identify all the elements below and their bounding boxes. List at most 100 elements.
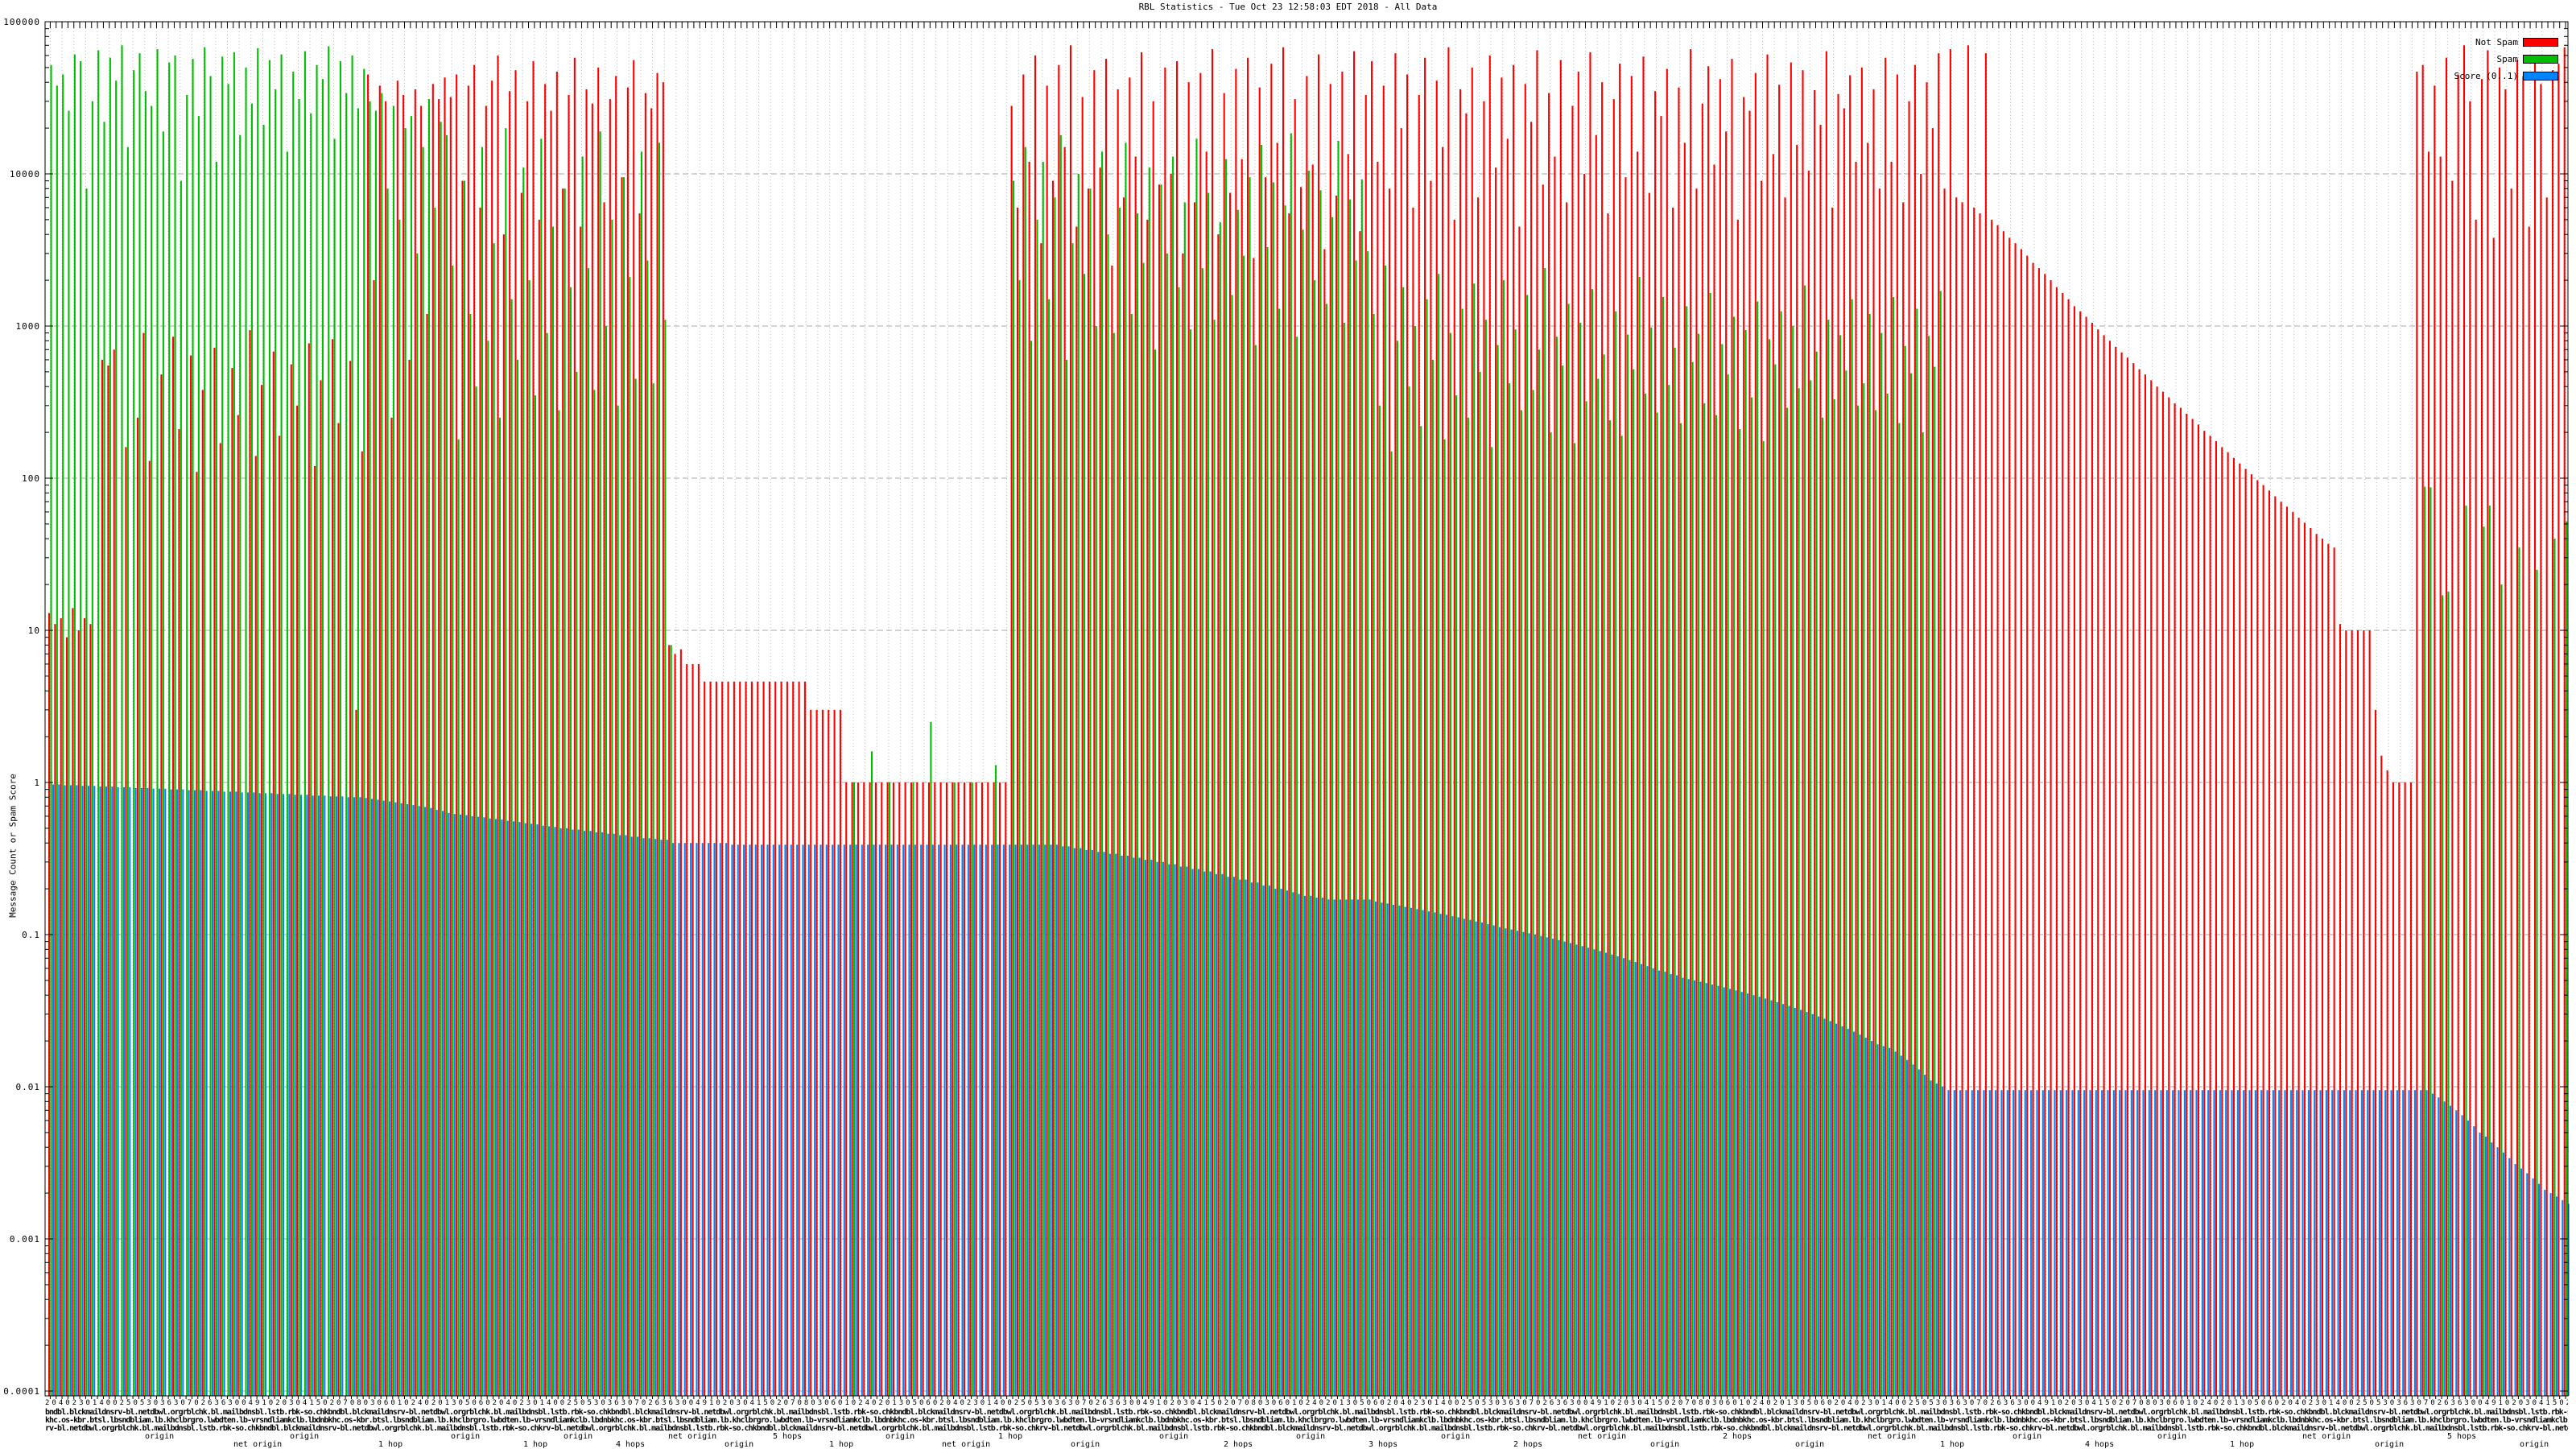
score-bar <box>1510 929 1513 1396</box>
not-spam-bar <box>72 608 74 1396</box>
bar-group <box>2457 74 2463 1396</box>
bar-group <box>2037 268 2044 1397</box>
legend-color-swatch <box>2523 55 2558 64</box>
x-label-fragment: 3 hops <box>1368 1440 1398 1449</box>
bar-group <box>254 47 261 1396</box>
score-bar <box>1475 921 1477 1396</box>
not-spam-bar <box>1766 54 1769 1397</box>
x-label-fragment: origin <box>290 1432 320 1441</box>
spam-bar <box>1201 268 1203 1397</box>
spam-bar <box>1438 274 1440 1396</box>
not-spam-bar <box>1761 180 1763 1397</box>
score-bar <box>1723 987 1725 1396</box>
score-bar <box>690 843 692 1396</box>
not-spam-bar <box>810 709 812 1396</box>
spam-bar <box>1644 393 1646 1396</box>
bar-group <box>1329 84 1335 1397</box>
score-bar <box>577 829 580 1396</box>
score-bar <box>666 840 668 1396</box>
bar-group <box>550 110 556 1397</box>
bar-group <box>828 709 834 1396</box>
score-bar <box>1581 946 1583 1396</box>
not-spam-bar <box>668 645 671 1396</box>
score-bar <box>2006 1090 2008 1396</box>
bar-group <box>2345 630 2351 1396</box>
bar-group <box>2363 630 2369 1396</box>
not-spam-bar <box>196 472 198 1397</box>
bar-group <box>1471 67 1477 1396</box>
bar-group <box>1253 258 1259 1397</box>
bar-group <box>1158 184 1164 1396</box>
not-spam-bar <box>963 782 966 1396</box>
spam-bar <box>1449 332 1451 1397</box>
score-bar <box>1534 935 1537 1396</box>
not-spam-bar <box>2144 374 2146 1397</box>
not-spam-bar <box>1235 68 1237 1397</box>
score-bar <box>837 844 840 1396</box>
spam-bar <box>1042 162 1044 1396</box>
bar-group <box>420 105 427 1397</box>
not-spam-bar <box>757 681 759 1396</box>
not-spam-bar <box>721 681 724 1396</box>
score-bar <box>2449 1105 2451 1396</box>
bar-group <box>479 147 485 1397</box>
not-spam-bar <box>1996 225 1999 1397</box>
bar-group <box>1955 197 1962 1396</box>
not-spam-bar <box>1530 122 1533 1396</box>
y-tick-label: 1 <box>34 778 40 788</box>
bar-group <box>1778 85 1785 1397</box>
not-spam-bar <box>1069 45 1072 1396</box>
score-bar <box>825 844 828 1396</box>
not-spam-bar <box>597 67 600 1396</box>
bar-group <box>1010 105 1017 1397</box>
spam-bar <box>1101 151 1104 1396</box>
not-spam-bar <box>1447 47 1450 1397</box>
score-bar <box>1634 962 1637 1396</box>
not-spam-bar <box>461 180 464 1397</box>
spam-bar <box>404 128 407 1397</box>
score-bar <box>111 786 114 1396</box>
bar-group <box>727 681 733 1396</box>
legend-item-label: Not Spam <box>2475 37 2518 47</box>
score-bar <box>2000 1090 2003 1396</box>
not-spam-bar <box>1719 79 1721 1397</box>
score-bar <box>193 790 196 1396</box>
score-bar <box>625 835 627 1396</box>
score-bar <box>749 844 751 1396</box>
bar-group <box>1058 64 1064 1397</box>
bar-group <box>650 108 657 1397</box>
bar-group <box>1046 85 1052 1397</box>
not-spam-bar <box>2037 268 2040 1397</box>
bar-group <box>328 46 332 1396</box>
score-bar <box>2054 1090 2056 1396</box>
not-spam-bar <box>2280 502 2282 1396</box>
score-bar <box>843 844 845 1396</box>
bar-group <box>633 60 639 1397</box>
bar-group <box>2250 474 2256 1397</box>
score-bar <box>2491 1142 2493 1396</box>
score-bar <box>861 844 863 1396</box>
score-bar <box>637 836 639 1396</box>
spam-bar <box>121 45 123 1396</box>
not-spam-bar <box>2138 369 2140 1397</box>
not-spam-bar <box>2085 316 2087 1396</box>
not-spam-bar <box>1046 85 1048 1396</box>
x-label-smear-row: rv-bl.netdbwl.orgrblchk.bl.mailbdnsbl.ls… <box>45 1424 2568 1433</box>
score-bar <box>2289 1090 2292 1396</box>
bar-group <box>998 782 1005 1396</box>
score-bar <box>317 795 320 1396</box>
score-bar <box>743 844 745 1396</box>
score-bar <box>754 844 757 1396</box>
score-bar <box>129 787 131 1396</box>
bar-group <box>2563 47 2570 1397</box>
score-bar <box>2160 1090 2162 1396</box>
score-bar <box>1788 1005 1790 1396</box>
not-spam-bar <box>213 348 216 1396</box>
score-bar <box>1280 889 1282 1396</box>
score-bar <box>1740 992 1743 1396</box>
not-spam-bar <box>1624 177 1627 1397</box>
bar-group <box>1140 52 1146 1397</box>
bar-group <box>1666 68 1672 1397</box>
bar-group <box>101 122 108 1396</box>
bar-group <box>2256 480 2263 1396</box>
